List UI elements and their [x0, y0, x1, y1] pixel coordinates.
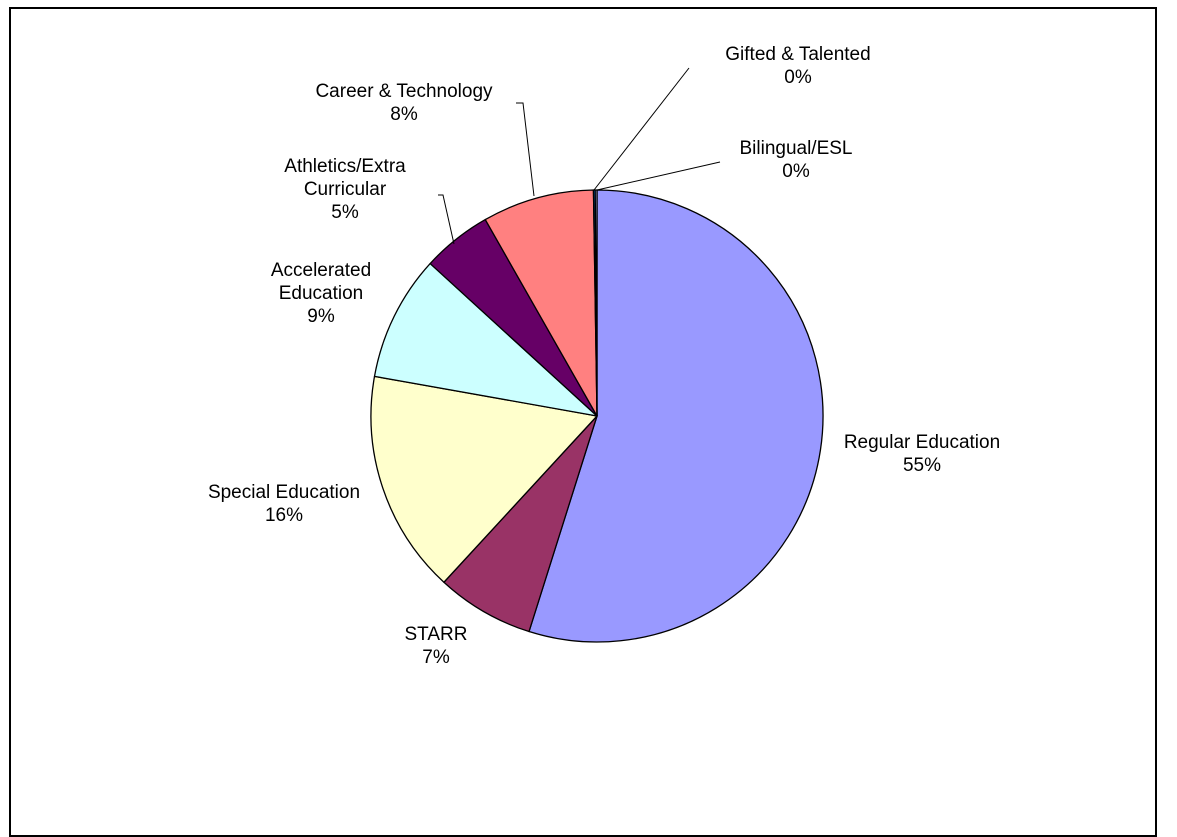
data-label-percent-accelerated-education: 9% — [307, 306, 335, 327]
data-label-percent-athletics-extra-curricular: 5% — [331, 202, 359, 223]
pie-slice-special-education — [370, 375, 598, 583]
data-label-percent-regular-education: 55% — [903, 455, 941, 476]
data-label-name-athletics-extra-curricular: Athletics/Extra Curricular — [284, 156, 406, 200]
data-label-percent-starr: 7% — [422, 647, 450, 668]
leader-lines-layer — [438, 67, 721, 245]
leader-line-bilingual-esl — [596, 161, 721, 191]
data-label-name-bilingual-esl: Bilingual/ESL — [739, 138, 852, 159]
data-label-percent-career-technology: 8% — [390, 104, 418, 125]
data-label-name-special-education: Special Education — [208, 482, 360, 503]
pie-slice-bilingual-esl — [594, 189, 598, 417]
pie-slice-accelerated-education — [373, 262, 598, 417]
pie-slice-career-technology — [484, 189, 598, 417]
data-label-percent-bilingual-esl: 0% — [782, 161, 810, 182]
data-label-name-starr: STARR — [405, 624, 468, 645]
data-label-name-career-technology: Career & Technology — [315, 81, 493, 102]
leader-line-career-technology — [516, 102, 535, 197]
data-label-percent-special-education: 16% — [265, 505, 303, 526]
leader-line-athletics-extra-curricular — [438, 194, 455, 245]
data-label-name-regular-education: Regular Education — [844, 432, 1000, 453]
leader-line-gifted-talented — [593, 67, 690, 191]
data-label-name-accelerated-education: Accelerated Education — [271, 260, 371, 304]
data-label-name-gifted-talented: Gifted & Talented — [725, 44, 870, 65]
slices-layer — [370, 189, 824, 643]
data-label-percent-gifted-talented: 0% — [784, 67, 812, 88]
pie-slice-regular-education — [528, 189, 824, 643]
